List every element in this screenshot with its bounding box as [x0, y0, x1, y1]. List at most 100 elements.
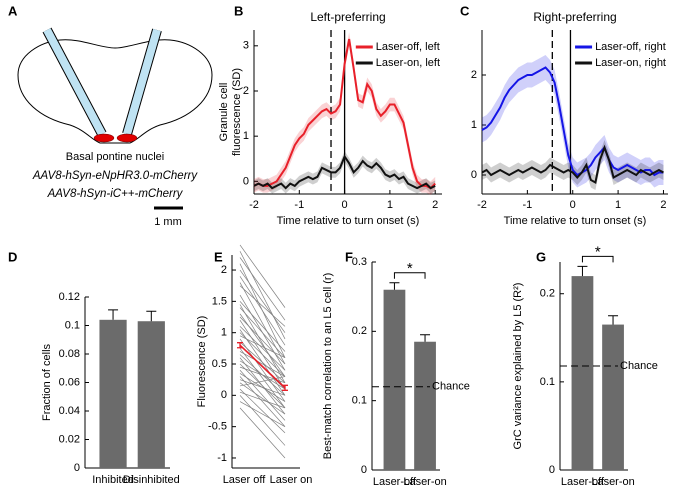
x-tick-label: Laser off: [223, 474, 267, 486]
bar: [137, 321, 165, 468]
bar: [99, 319, 127, 468]
cell-line: [239, 332, 286, 377]
x-tick-label: 0: [570, 199, 576, 211]
y-tick-label: 0: [471, 169, 477, 181]
cell-line: [239, 363, 286, 409]
x-tick-label: -2: [477, 199, 487, 211]
x-tick-label: 1: [387, 199, 393, 211]
y-tick-label: 0.2: [352, 325, 367, 337]
cell-line: [239, 276, 286, 346]
cell-line: [239, 244, 286, 308]
chart-title: Left-preferring: [310, 10, 385, 24]
y-tick-label: 1: [471, 119, 477, 131]
optical-fiber: [43, 28, 106, 136]
cell-line: [239, 282, 286, 365]
cell-line: [239, 257, 286, 321]
scale-bar-label: 1 mm: [154, 216, 182, 228]
y-axis-label: fluorescence (SD): [231, 68, 243, 156]
y-axis-label: GrC variance explained by L5 (R²): [512, 283, 524, 450]
significance-bracket: [393, 272, 426, 279]
y-tick-label: 0.06: [59, 376, 80, 388]
error-bar: [420, 334, 431, 342]
y-tick-label: 0: [549, 464, 555, 476]
chance-label: Chance: [620, 360, 658, 372]
cell-line: [239, 341, 286, 384]
y-tick-label: 0.1: [540, 376, 555, 388]
chart-title: Right-preferring: [533, 10, 616, 24]
y-tick-label: 1.5: [212, 295, 227, 307]
x-tick-label: 0: [342, 199, 348, 211]
x-tick-label: -2: [249, 199, 259, 211]
y-tick-label: -0.5: [208, 421, 227, 433]
legend-label: Laser-off, left: [376, 41, 440, 53]
mean-error-bar: [237, 342, 243, 349]
mean-error-bar: [282, 384, 288, 391]
panel-a: A Basal pontine nuclei AAV8-hSyn-eNpHR3.…: [8, 3, 213, 228]
y-tick-label: 2: [221, 264, 227, 276]
brain-outline: [17, 39, 213, 144]
cell-line: [239, 269, 286, 333]
cell-line: [239, 348, 286, 409]
cell-line: [239, 382, 286, 415]
y-tick-label: 0.2: [540, 288, 555, 300]
cell-line: [239, 391, 286, 409]
x-tick-label: Laser on: [270, 474, 313, 486]
cell-line: [239, 313, 286, 377]
y-tick-label: 0.1: [65, 319, 80, 331]
significance-label: *: [595, 243, 601, 260]
legend-label: Laser-on, right: [595, 57, 666, 69]
y-tick-label: 0.5: [212, 358, 227, 370]
x-tick-label: Laser-off: [561, 476, 605, 488]
y-axis-label: Fraction of cells: [41, 343, 53, 421]
y-tick-label: 0: [361, 464, 367, 476]
error-bar: [108, 309, 119, 320]
cell-line: [239, 304, 286, 383]
y-tick-label: 0.08: [59, 348, 80, 360]
error-bar: [146, 310, 157, 322]
cell-line: [239, 376, 286, 387]
cell-line: [239, 379, 286, 396]
x-tick-label: 2: [432, 199, 438, 211]
cell-line: [239, 407, 286, 459]
x-tick-label: Laser-on: [591, 476, 634, 488]
bar: [571, 276, 594, 470]
cell-line: [239, 395, 286, 446]
y-tick-label: 2: [471, 69, 477, 81]
cell-line: [239, 301, 286, 352]
legend-label: Laser-off, right: [595, 41, 666, 53]
panel-letter: D: [8, 249, 17, 264]
bar: [383, 289, 406, 470]
injection-site: [116, 133, 138, 143]
chance-label: Chance: [432, 381, 470, 393]
y-tick-label: 0: [221, 389, 227, 401]
panel-letter: E: [214, 249, 223, 264]
cell-line: [239, 376, 286, 427]
y-tick-label: 3: [243, 40, 249, 52]
panel-letter: B: [234, 3, 243, 18]
data-line: [481, 66, 664, 177]
cell-line: [239, 388, 286, 434]
injection-site: [93, 133, 115, 143]
region-label: Basal pontine nuclei: [66, 151, 164, 163]
cell-line: [239, 285, 286, 327]
mean-line: [239, 344, 286, 389]
significance-label: *: [407, 260, 413, 277]
x-tick-label: Inhibited: [92, 474, 134, 486]
panel-letter: F: [345, 249, 353, 264]
y-tick-label: 0.3: [352, 256, 367, 268]
panel-letter: A: [8, 3, 18, 18]
cell-line: [239, 335, 286, 359]
cell-line: [239, 338, 286, 402]
y-tick-label: -1: [217, 452, 227, 464]
x-tick-label: -1: [522, 199, 532, 211]
y-axis-label: Granule cell: [218, 83, 230, 142]
y-tick-label: 1: [243, 130, 249, 142]
y-tick-label: 0.12: [59, 291, 80, 303]
y-tick-label: 0.02: [59, 433, 80, 445]
x-tick-label: Laser-off: [373, 476, 417, 488]
error-bar: [608, 315, 619, 325]
x-tick-label: -1: [294, 199, 304, 211]
error-band: [482, 55, 664, 188]
x-tick-label: Disinhibited: [123, 474, 180, 486]
cell-line: [239, 316, 286, 365]
